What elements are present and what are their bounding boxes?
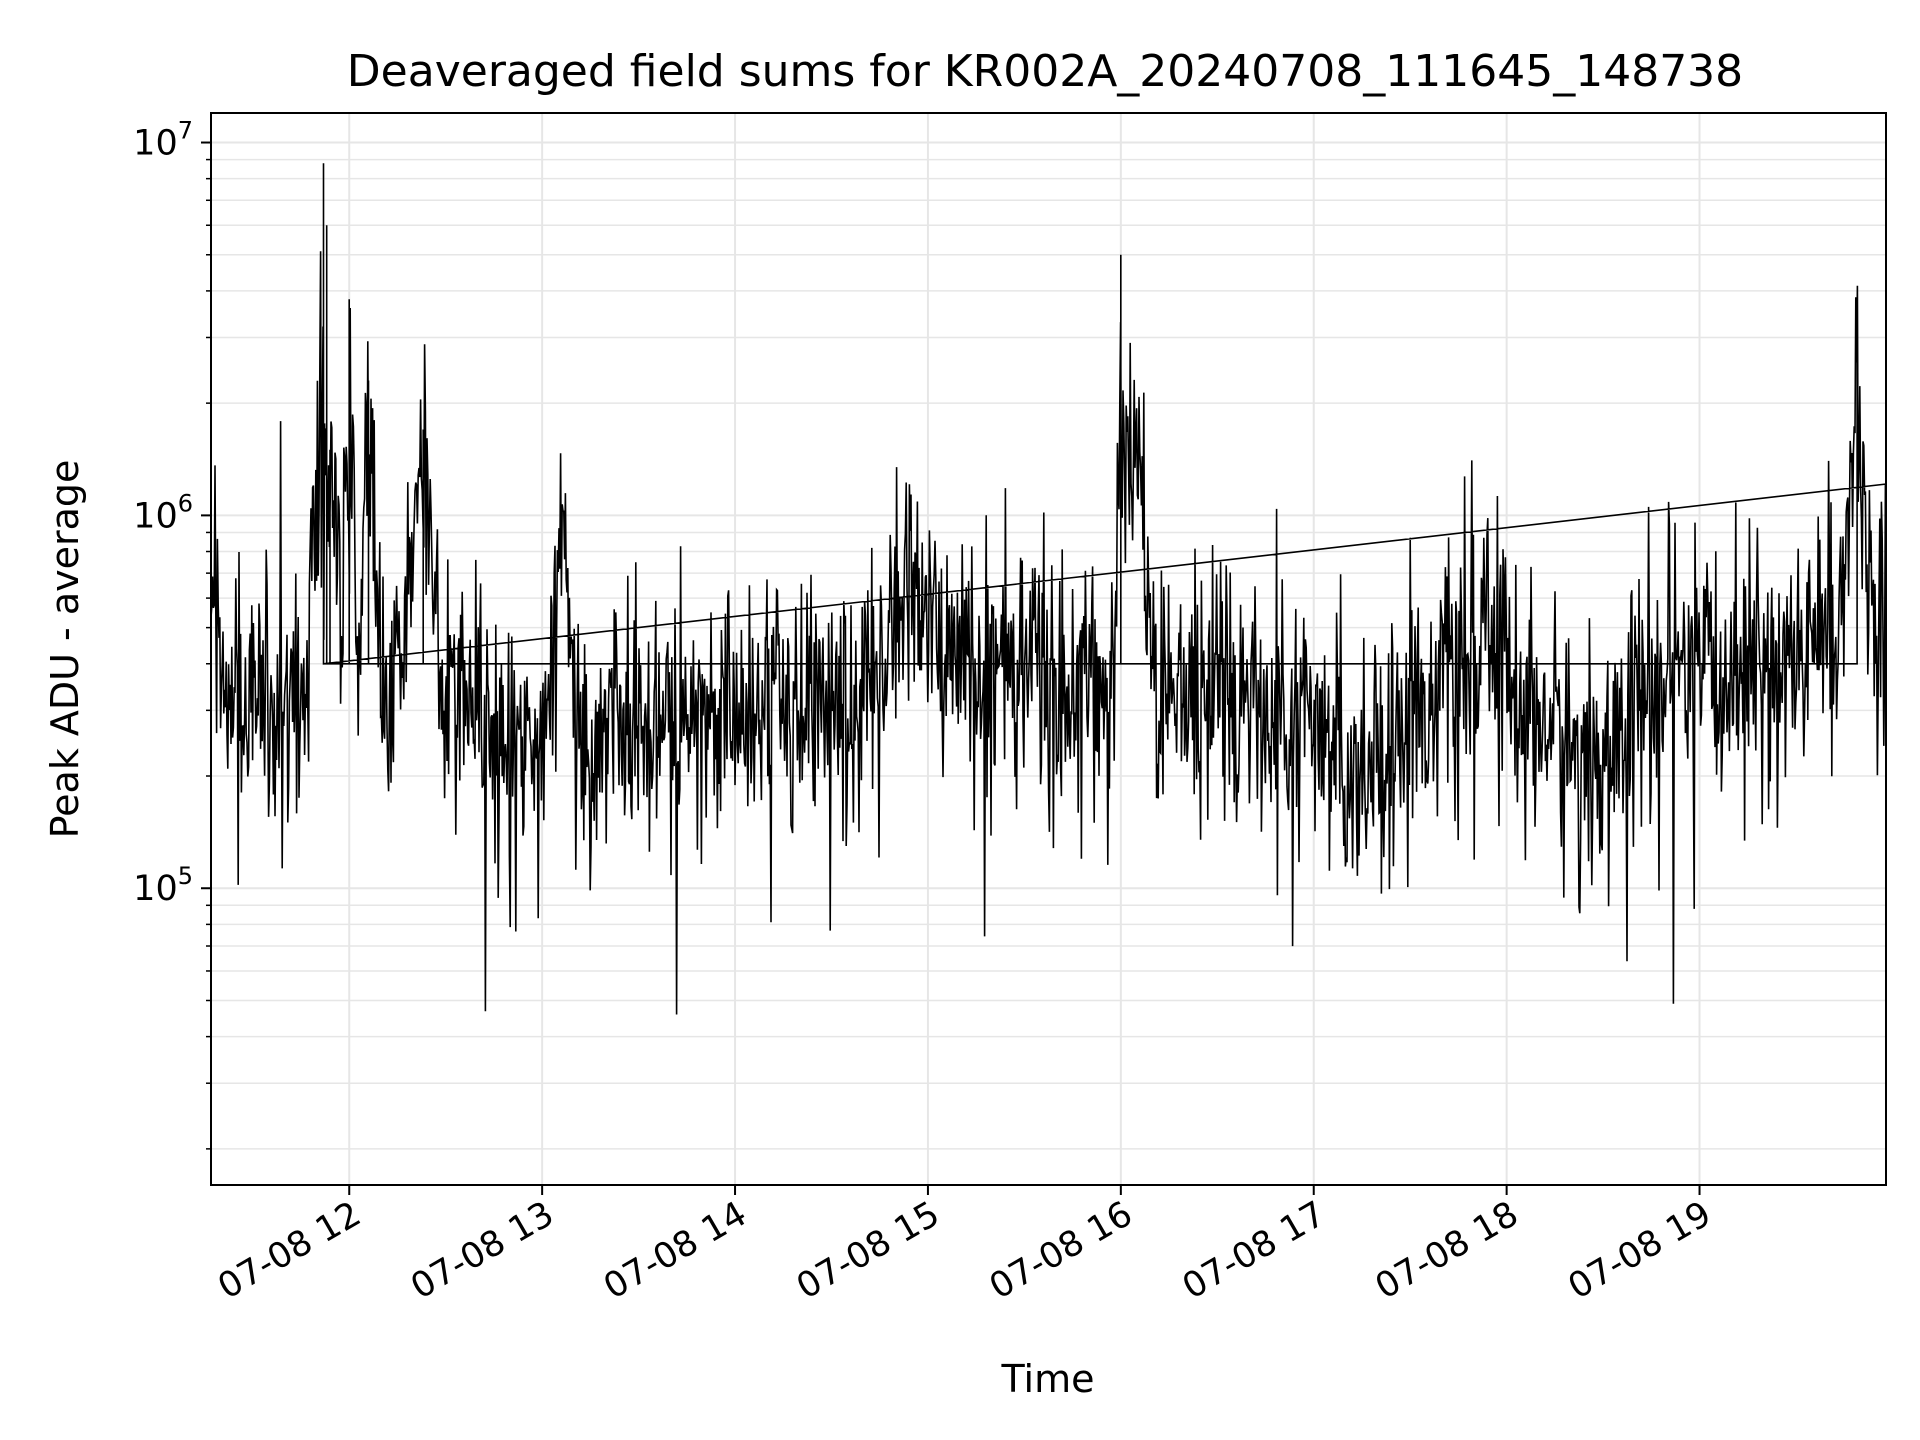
chart-title: Deaveraged field sums for KR002A_2024070…	[347, 46, 1743, 97]
plot-area	[210, 112, 1887, 1186]
y-tick-label: 105	[133, 862, 193, 909]
y-axis-label: Peak ADU - average	[43, 460, 87, 839]
y-tick-label: 106	[133, 489, 193, 536]
plot-frame	[210, 112, 1887, 1186]
series-line	[210, 163, 1887, 1015]
x-axis-label: Time	[1001, 1357, 1095, 1401]
x-tick-label: 07-08 16	[983, 1194, 1139, 1307]
y-tick-label: 107	[133, 117, 193, 164]
x-tick-label: 07-08 12	[211, 1194, 367, 1307]
x-tick-label: 07-08 15	[790, 1194, 946, 1307]
x-tick-label: 07-08 13	[404, 1194, 560, 1307]
y-axis: 105 106 107	[133, 117, 211, 1150]
plot-background	[211, 113, 1886, 1185]
x-tick-label: 07-08 17	[1176, 1194, 1332, 1307]
x-tick-label: 07-08 18	[1369, 1194, 1525, 1307]
x-tick-label: 07-08 14	[597, 1194, 753, 1307]
x-tick-label: 07-08 19	[1562, 1194, 1718, 1307]
x-axis: 07-08 12 07-08 13 07-08 14 07-08 15 07-08 16…	[211, 1185, 1718, 1307]
